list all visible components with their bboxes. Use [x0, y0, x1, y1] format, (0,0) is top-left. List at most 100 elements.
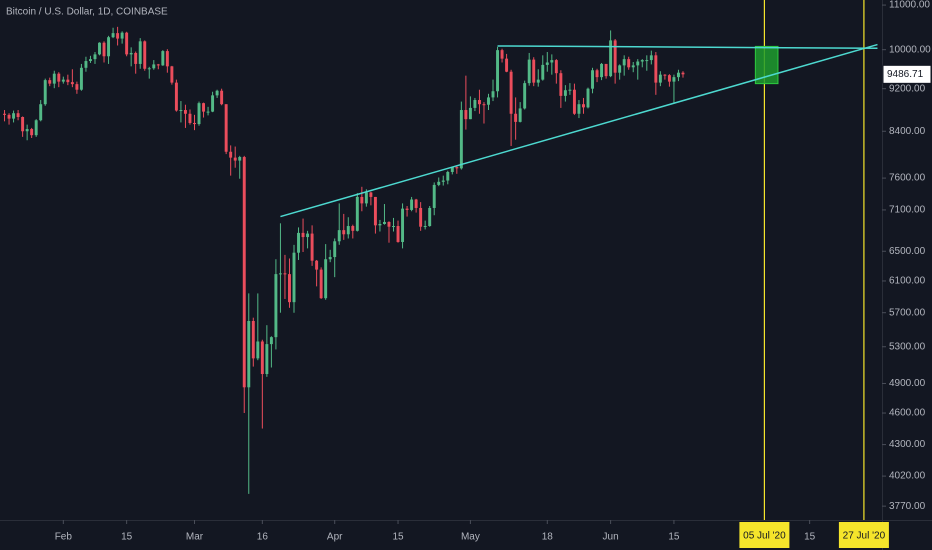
candle-body: [572, 89, 576, 114]
candle-body: [586, 88, 590, 108]
candle-body: [251, 320, 255, 359]
candle-body: [654, 55, 658, 83]
candle-body: [681, 72, 685, 75]
candle-body: [16, 113, 20, 117]
candle-body: [66, 79, 70, 83]
candle-body: [111, 33, 115, 38]
candle-body: [147, 68, 151, 70]
candle-body: [7, 114, 11, 119]
x-tick-label: 15: [121, 532, 133, 543]
y-tick-label: 8400.00: [889, 126, 926, 137]
candle-body: [170, 66, 174, 83]
candle-body: [563, 90, 567, 96]
candle-body: [645, 60, 649, 62]
candle-body: [509, 71, 513, 114]
candle-body: [667, 75, 671, 82]
candle-body: [30, 129, 34, 136]
candle-body: [487, 97, 490, 105]
x-tick-label: Jun: [603, 532, 619, 543]
candle-body: [446, 171, 450, 181]
x-tick-label: 15: [392, 532, 404, 543]
y-tick-label: 6100.00: [889, 276, 926, 287]
candle-body: [224, 104, 228, 152]
candle-body: [392, 226, 395, 228]
candle-body: [459, 110, 463, 169]
candle-body: [382, 221, 386, 224]
trend-line: [497, 45, 878, 50]
candle-body: [441, 180, 445, 182]
candle-body: [333, 241, 337, 258]
candle-body: [500, 50, 504, 59]
candle-body: [595, 70, 599, 78]
candle-body: [672, 77, 676, 82]
candle-body: [319, 269, 323, 299]
candle-body: [134, 52, 138, 64]
candle-body: [640, 60, 644, 62]
candle-body: [88, 59, 92, 62]
candle-body: [414, 199, 418, 208]
y-tick-label: 11000.00: [889, 0, 930, 11]
candle-body: [523, 83, 527, 109]
candle-body: [107, 37, 111, 57]
candle-body: [48, 80, 52, 84]
candle-body: [346, 226, 350, 235]
candle-body: [432, 184, 436, 208]
candle-body: [514, 113, 518, 122]
candle-body: [419, 207, 423, 227]
chart-title: Bitcoin / U.S. Dollar, 1D, COINBASE: [6, 7, 168, 18]
candle-body: [618, 65, 622, 73]
candle-body: [554, 60, 558, 74]
x-tick-label: Feb: [55, 532, 73, 543]
candle-body: [247, 320, 251, 388]
candle-body: [174, 82, 178, 111]
candle-body: [220, 90, 224, 105]
candle-body: [324, 259, 328, 299]
candle-body: [315, 260, 319, 270]
y-tick-label: 4300.00: [889, 439, 926, 450]
candle-body: [464, 110, 468, 120]
y-tick-label: 9200.00: [889, 83, 926, 94]
candle-body: [3, 113, 6, 115]
candle-body: [568, 89, 572, 91]
candle-body: [75, 84, 79, 90]
candle-body: [518, 108, 522, 122]
date-label-box: [838, 522, 889, 548]
candle-body: [161, 51, 165, 66]
candle-body: [532, 59, 536, 83]
last-price-box: [882, 64, 932, 84]
candle-body: [129, 52, 133, 55]
y-tick-label: 7600.00: [889, 173, 926, 184]
candle-body: [423, 226, 427, 228]
candle-body: [649, 55, 653, 61]
candle-body: [238, 157, 242, 161]
candle-body: [450, 167, 454, 172]
x-tick-label: Apr: [327, 532, 343, 543]
last-price-label: 9486.71: [887, 69, 924, 80]
x-tick-label: 16: [257, 532, 269, 543]
candle-body: [188, 113, 192, 123]
candle-body: [676, 72, 680, 78]
candle-body: [301, 232, 305, 238]
candle-body: [34, 120, 38, 136]
candle-body: [545, 62, 549, 65]
candle-body: [52, 73, 56, 84]
candle-body: [577, 104, 581, 114]
y-tick-label: 5300.00: [889, 341, 926, 352]
candle-body: [600, 63, 604, 78]
candle-body: [70, 82, 74, 85]
candle-body: [274, 274, 278, 338]
candle-body: [288, 274, 291, 303]
candle-body: [215, 90, 219, 96]
candle-body: [102, 42, 106, 57]
candle-body: [609, 40, 613, 77]
candle-body: [658, 74, 662, 83]
y-tick-label: 10000.00: [889, 44, 931, 55]
date-label: 27 Jul '20: [843, 531, 886, 542]
candle-body: [211, 95, 215, 112]
y-tick-label: 4900.00: [889, 378, 926, 389]
y-tick-label: 4600.00: [889, 408, 926, 419]
candle-body: [550, 60, 554, 63]
candle-body: [355, 196, 359, 231]
candle-body: [120, 32, 124, 39]
